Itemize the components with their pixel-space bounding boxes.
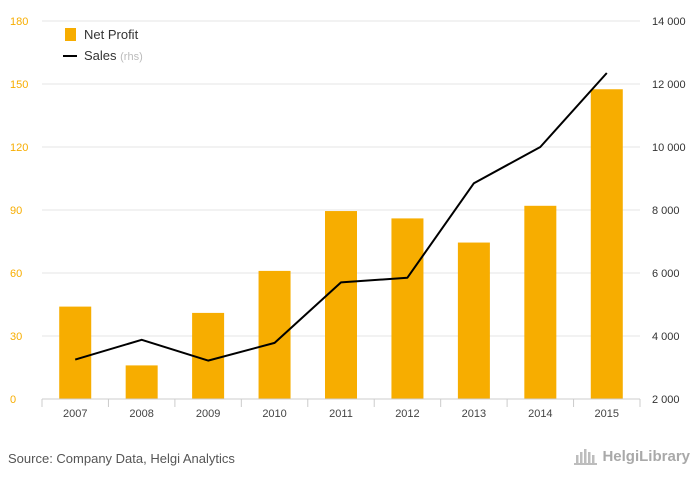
legend-sales-name: Sales	[84, 48, 120, 63]
y-right-tick-label: 14 000	[652, 16, 686, 28]
y-right-tick-label: 6 000	[652, 268, 680, 280]
bar-net-profit	[457, 242, 490, 399]
x-tick-label: 2007	[63, 408, 87, 420]
x-tick-label: 2008	[129, 408, 153, 420]
y-left-tick-label: 60	[10, 268, 22, 280]
x-tick-label: 2009	[196, 408, 220, 420]
bar-net-profit	[590, 89, 623, 399]
bar-net-profit	[325, 211, 357, 399]
legend-swatch-net-profit	[65, 28, 76, 41]
x-tick-label: 2012	[395, 408, 419, 420]
legend-sales-suffix: (rhs)	[120, 51, 143, 63]
y-right-tick-label: 12 000	[652, 79, 686, 91]
y-left-tick-label: 30	[10, 331, 22, 343]
brand-name: HelgiLibrary	[602, 447, 690, 465]
bar-net-profit	[258, 270, 291, 399]
bar-net-profit	[59, 306, 92, 399]
x-tick-label: 2010	[262, 408, 286, 420]
chart-plot: 0 2 000 30 4 000 60 6 000 90 8 000 120 10 000 150 1…	[10, 16, 686, 420]
y-left-tick-label: 90	[10, 205, 22, 217]
y-right-tick-label: 4 000	[652, 331, 680, 343]
x-tick-label: 2011	[329, 408, 353, 420]
bar-net-profit	[391, 218, 424, 399]
legend-label-net-profit: Net Profit	[84, 27, 139, 42]
library-icon	[574, 449, 598, 465]
x-tick-label: 2013	[462, 408, 486, 420]
y-right-tick-label: 2 000	[652, 394, 680, 406]
y-left-tick-label: 150	[10, 79, 28, 91]
source-note: Source: Company Data, Helgi Analytics	[8, 451, 235, 466]
y-right-tick-label: 10 000	[652, 142, 686, 154]
bar-net-profit	[125, 365, 158, 399]
bar-net-profit	[524, 205, 557, 399]
bar-net-profit	[192, 312, 225, 399]
x-tick-label: 2015	[595, 408, 619, 420]
y-left-tick-label: 120	[10, 142, 28, 154]
y-right-tick-label: 8 000	[652, 205, 680, 217]
legend-label-sales: Sales (rhs)	[84, 48, 143, 63]
brand-logo: HelgiLibrary	[574, 447, 690, 465]
y-left-tick-label: 0	[10, 394, 16, 406]
x-tick-label: 2014	[528, 408, 552, 420]
y-left-tick-label: 180	[10, 16, 28, 28]
sales-line	[74, 72, 608, 362]
